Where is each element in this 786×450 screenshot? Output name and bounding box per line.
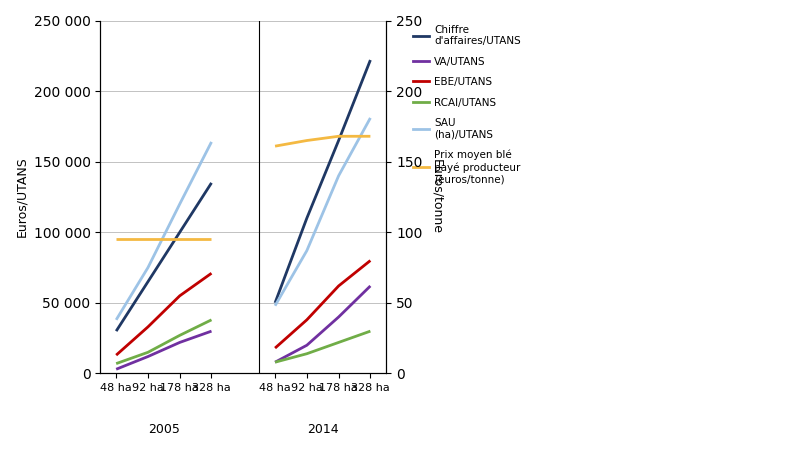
Text: 2014: 2014 <box>307 423 339 436</box>
Y-axis label: Euros/tonne: Euros/tonne <box>430 159 443 234</box>
Y-axis label: Euros/UTANS: Euros/UTANS <box>15 157 28 237</box>
Text: 2005: 2005 <box>148 423 180 436</box>
Legend: Chiffre
d'affaires/UTANS, VA/UTANS, EBE/UTANS, RCAI/UTANS, SAU
(ha)/UTANS, Prix : Chiffre d'affaires/UTANS, VA/UTANS, EBE/… <box>410 21 525 189</box>
